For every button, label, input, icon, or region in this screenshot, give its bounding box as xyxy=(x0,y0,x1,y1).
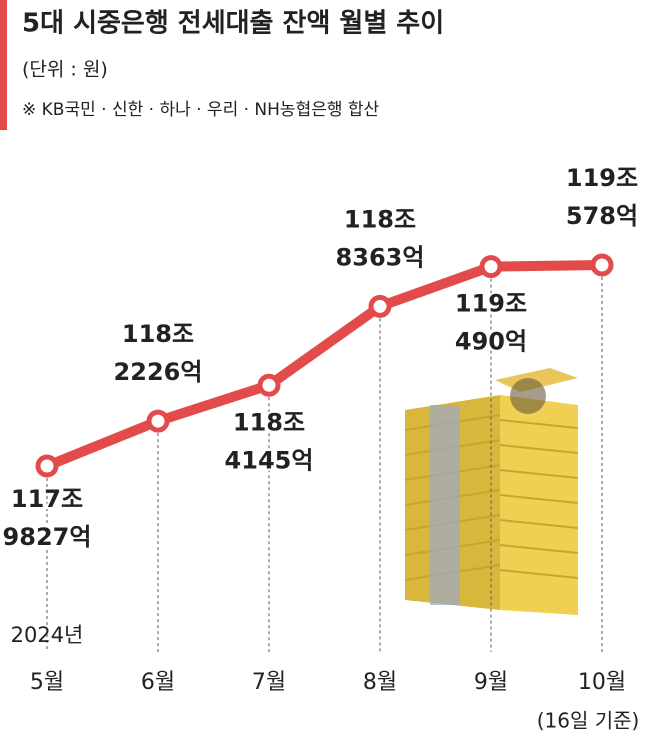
series-line xyxy=(45,260,603,471)
value-label: 9827억 xyxy=(3,523,92,551)
point xyxy=(368,294,392,318)
x-tick-label: 9월 xyxy=(474,670,508,695)
x-tick-label: 7월 xyxy=(252,670,286,695)
x-tick-label: 6월 xyxy=(141,670,175,695)
value-label: 118조 xyxy=(122,320,194,348)
point xyxy=(479,255,503,279)
date-note: (16일 기준) xyxy=(537,709,640,733)
chart-note: ※ KB국민 · 신한 · 하나 · 우리 · NH농협은행 합산 xyxy=(22,100,380,120)
value-label: 119조 xyxy=(566,164,638,192)
value-label: 119조 xyxy=(455,290,527,318)
chart-title: 5대 시중은행 전세대출 잔액 월별 추이 xyxy=(22,9,444,39)
money-illustration xyxy=(404,368,579,615)
x-tick-label: 5월 xyxy=(30,670,64,695)
value-label: 117조 xyxy=(11,485,83,513)
point xyxy=(35,454,59,478)
value-label: 2226억 xyxy=(114,358,203,386)
year-label: 2024년 xyxy=(11,623,84,647)
value-label: 8363억 xyxy=(336,243,425,271)
point xyxy=(257,373,281,397)
chart-subtitle: (단위 : 원) xyxy=(22,59,108,81)
accent-bar xyxy=(0,0,7,130)
value-label: 578억 xyxy=(566,202,638,230)
x-tick-label: 8월 xyxy=(363,670,397,695)
value-label: 118조 xyxy=(233,408,305,436)
point xyxy=(146,409,170,433)
value-label: 4145억 xyxy=(225,446,314,474)
x-tick-label: 10월 xyxy=(578,670,626,695)
value-label: 490억 xyxy=(455,328,527,356)
point xyxy=(590,253,614,277)
value-label: 118조 xyxy=(344,205,416,233)
